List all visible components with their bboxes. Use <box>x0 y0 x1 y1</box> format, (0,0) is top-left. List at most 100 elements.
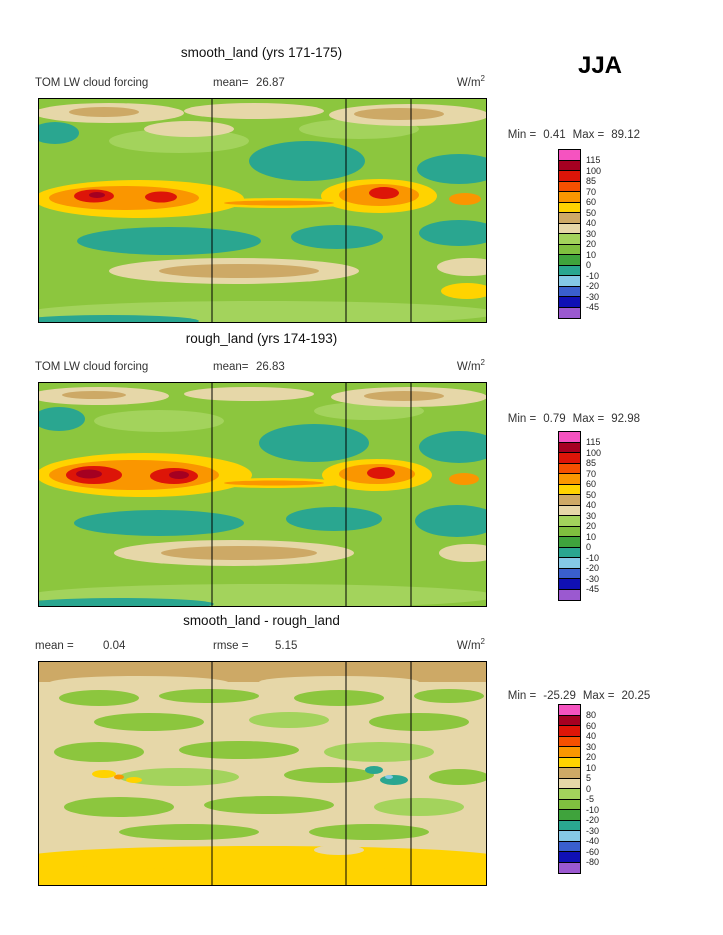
colorbar-level-label: 30 <box>586 741 597 752</box>
colorbar-box <box>559 286 580 297</box>
colorbar-level-label: -40 <box>586 836 600 846</box>
colorbar-level-label: 50 <box>586 489 597 500</box>
panel2-units: W/m2 <box>456 358 485 373</box>
colorbar-level-label: 40 <box>586 731 597 741</box>
colorbar-box <box>559 223 580 234</box>
colorbar-box <box>559 558 580 569</box>
colorbar-box <box>559 255 580 266</box>
colorbar-box <box>559 852 580 863</box>
panel3-minmax: Min = -25.29 Max = 20.25 <box>507 690 651 702</box>
season-heading: JJA <box>577 52 623 79</box>
colorbar-box <box>559 192 580 203</box>
colorbar-box <box>559 307 580 318</box>
colorbar-level-label: 30 <box>586 228 597 239</box>
colorbar-box <box>559 276 580 287</box>
colorbar-level-label: -30 <box>586 291 600 302</box>
colorbar-box <box>559 726 580 737</box>
panel2-mean-label: mean= <box>213 361 249 373</box>
colorbar-level-label: -30 <box>586 573 600 584</box>
colorbar-level-label: 85 <box>586 458 597 468</box>
colorbar-box <box>559 841 580 852</box>
colorbar-level-label: -60 <box>586 846 600 857</box>
colorbar-boxes <box>558 704 581 874</box>
colorbar-box <box>559 495 580 506</box>
colorbar-box <box>559 589 580 600</box>
colorbar-level-label: -20 <box>586 563 600 573</box>
colorbar-level-label: 0 <box>586 783 592 794</box>
colorbar-box <box>559 579 580 590</box>
colorbar-box <box>559 297 580 308</box>
colorbar-level-label: -45 <box>586 584 600 594</box>
colorbar-level-label: 60 <box>586 197 597 207</box>
panel3-colorbar: 80 60 40 30 20 10 5 0 -5 -10 -20 -30 -40 -60 -80 <box>558 704 628 874</box>
grid-lines <box>211 383 412 606</box>
panel3-rmse-label: rmse = <box>213 640 249 652</box>
colorbar-box <box>559 768 580 779</box>
panel1-variable-label: TOM LW cloud forcing <box>35 77 149 89</box>
colorbar-box <box>559 181 580 192</box>
colorbar-level-label: 100 <box>586 165 602 176</box>
colorbar-level-label: -5 <box>586 794 595 804</box>
panel3-mean-label: mean = <box>35 640 74 652</box>
panel1-colorbar: 115 100 85 70 60 50 40 30 20 10 0 -10 -20 -30 -45 <box>558 149 628 319</box>
colorbar-box <box>559 568 580 579</box>
colorbar-box <box>559 516 580 527</box>
colorbar-level-label: 85 <box>586 176 597 186</box>
colorbar-box <box>559 736 580 747</box>
colorbar-level-label: 60 <box>586 720 597 731</box>
colorbar-box <box>559 778 580 789</box>
colorbar-level-label: -20 <box>586 281 600 291</box>
colorbar-box <box>559 705 580 716</box>
colorbar-box <box>559 862 580 873</box>
grid-lines <box>211 662 412 885</box>
colorbar-level-label: 20 <box>586 521 597 531</box>
contour-blobs <box>39 662 486 885</box>
colorbar-box <box>559 747 580 758</box>
colorbar-level-label: -30 <box>586 825 600 836</box>
colorbar-boxes <box>558 431 581 601</box>
panel3-units: W/m2 <box>456 637 485 652</box>
panel2-map <box>38 382 487 607</box>
colorbar-level-label: -10 <box>586 804 600 815</box>
colorbar-box <box>559 505 580 516</box>
colorbar-box <box>559 820 580 831</box>
panel3-map <box>38 661 487 886</box>
panel2-contour-map <box>39 383 486 606</box>
colorbar-box <box>559 453 580 464</box>
colorbar-box <box>559 160 580 171</box>
colorbar-level-label: -10 <box>586 270 600 281</box>
colorbar-box <box>559 442 580 453</box>
panel3-rmse-value: 5.15 <box>275 640 298 652</box>
panel2-mean-value: 26.83 <box>256 361 285 373</box>
colorbar-box <box>559 547 580 558</box>
colorbar-box <box>559 213 580 224</box>
colorbar-level-label: 50 <box>586 207 597 218</box>
colorbar-box <box>559 757 580 768</box>
contour-blobs <box>39 387 486 606</box>
colorbar-level-label: 100 <box>586 447 602 458</box>
colorbar-box <box>559 484 580 495</box>
colorbar-box <box>559 474 580 485</box>
colorbar-level-label: -80 <box>586 857 600 867</box>
colorbar-box <box>559 537 580 548</box>
panel2-title: rough_land (yrs 174-193) <box>185 331 338 346</box>
colorbar-box <box>559 234 580 245</box>
panel1-units: W/m2 <box>456 74 485 89</box>
panel3-mean-value: 0.04 <box>103 640 126 652</box>
colorbar-level-label: -10 <box>586 552 600 563</box>
colorbar-level-label: -45 <box>586 302 600 312</box>
panel2-colorbar: 115 100 85 70 60 50 40 30 20 10 0 -10 -20 -30 -45 <box>558 431 628 601</box>
grid-lines <box>211 99 412 322</box>
colorbar-box <box>559 150 580 161</box>
colorbar-level-label: 70 <box>586 186 597 197</box>
colorbar-box <box>559 463 580 474</box>
colorbar-level-label: 10 <box>586 762 597 773</box>
panel2-variable-label: TOM LW cloud forcing <box>35 361 149 373</box>
colorbar-level-label: 60 <box>586 479 597 489</box>
colorbar-level-label: 30 <box>586 510 597 521</box>
colorbar-level-label: 20 <box>586 752 597 762</box>
colorbar-box <box>559 810 580 821</box>
panel2-minmax: Min = 0.79 Max = 92.98 <box>507 413 641 425</box>
colorbar-level-label: 0 <box>586 542 592 552</box>
colorbar-level-label: 70 <box>586 468 597 479</box>
